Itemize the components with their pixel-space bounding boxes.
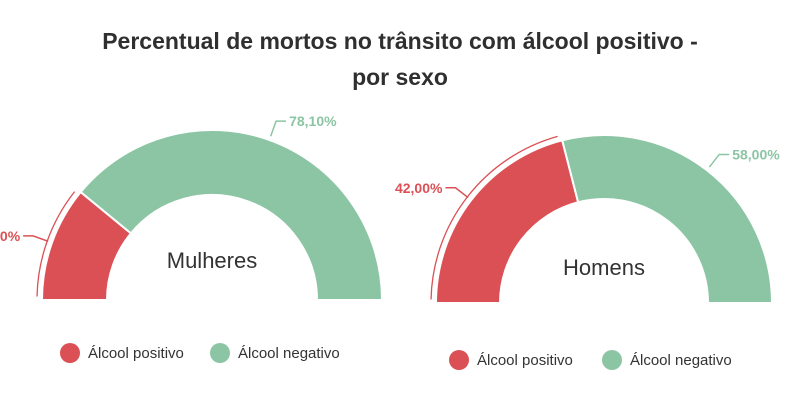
- legend-2-negative: Álcool negativo: [602, 350, 732, 370]
- chart-title-line-2: por sexo: [352, 64, 448, 90]
- gauge-2-positive-segment: [434, 139, 580, 304]
- legend-1-negative-swatch: [210, 343, 230, 363]
- legend-2-negative-label: Álcool negativo: [630, 351, 732, 369]
- legend-1-positive-swatch: [60, 343, 80, 363]
- gauge-1-negative-value-label: 78,10%: [289, 113, 337, 129]
- gauge-1-negative-segment: [79, 129, 384, 301]
- legend-2-negative-swatch: [602, 350, 622, 370]
- legend-2-positive-swatch: [449, 350, 469, 370]
- legend-2-positive-label: Álcool positivo: [477, 351, 573, 369]
- gauge-2-positive-leader-line: [445, 187, 469, 199]
- gauge-2-negative-leader-line: [708, 153, 730, 168]
- legend-1-negative: Álcool negativo: [210, 343, 340, 363]
- gauge-1-positive-value-label: 21,90%: [0, 228, 21, 244]
- legend-2-positive: Álcool positivo: [449, 350, 573, 370]
- gauge-1-positive-leader-line: [23, 235, 49, 243]
- gauge-1-positive-bracket: [36, 191, 76, 297]
- legend-1-positive-label: Álcool positivo: [88, 344, 184, 362]
- gauge-2-negative-value-label: 58,00%: [732, 146, 780, 162]
- legend-1-negative-label: Álcool negativo: [238, 344, 340, 362]
- gauge-1-negative-leader-line: [269, 120, 287, 137]
- gauge-2-negative-segment: [561, 134, 774, 304]
- gauge-2-center-label: Homens: [563, 255, 645, 280]
- legend-1-positive: Álcool positivo: [60, 343, 184, 363]
- gauge-1-center-label: Mulheres: [167, 248, 257, 273]
- chart-title-line-1: Percentual de mortos no trânsito com álc…: [102, 28, 698, 54]
- gauge-2-positive-value-label: 42,00%: [395, 180, 443, 196]
- gauge-2-positive-bracket: [430, 135, 558, 300]
